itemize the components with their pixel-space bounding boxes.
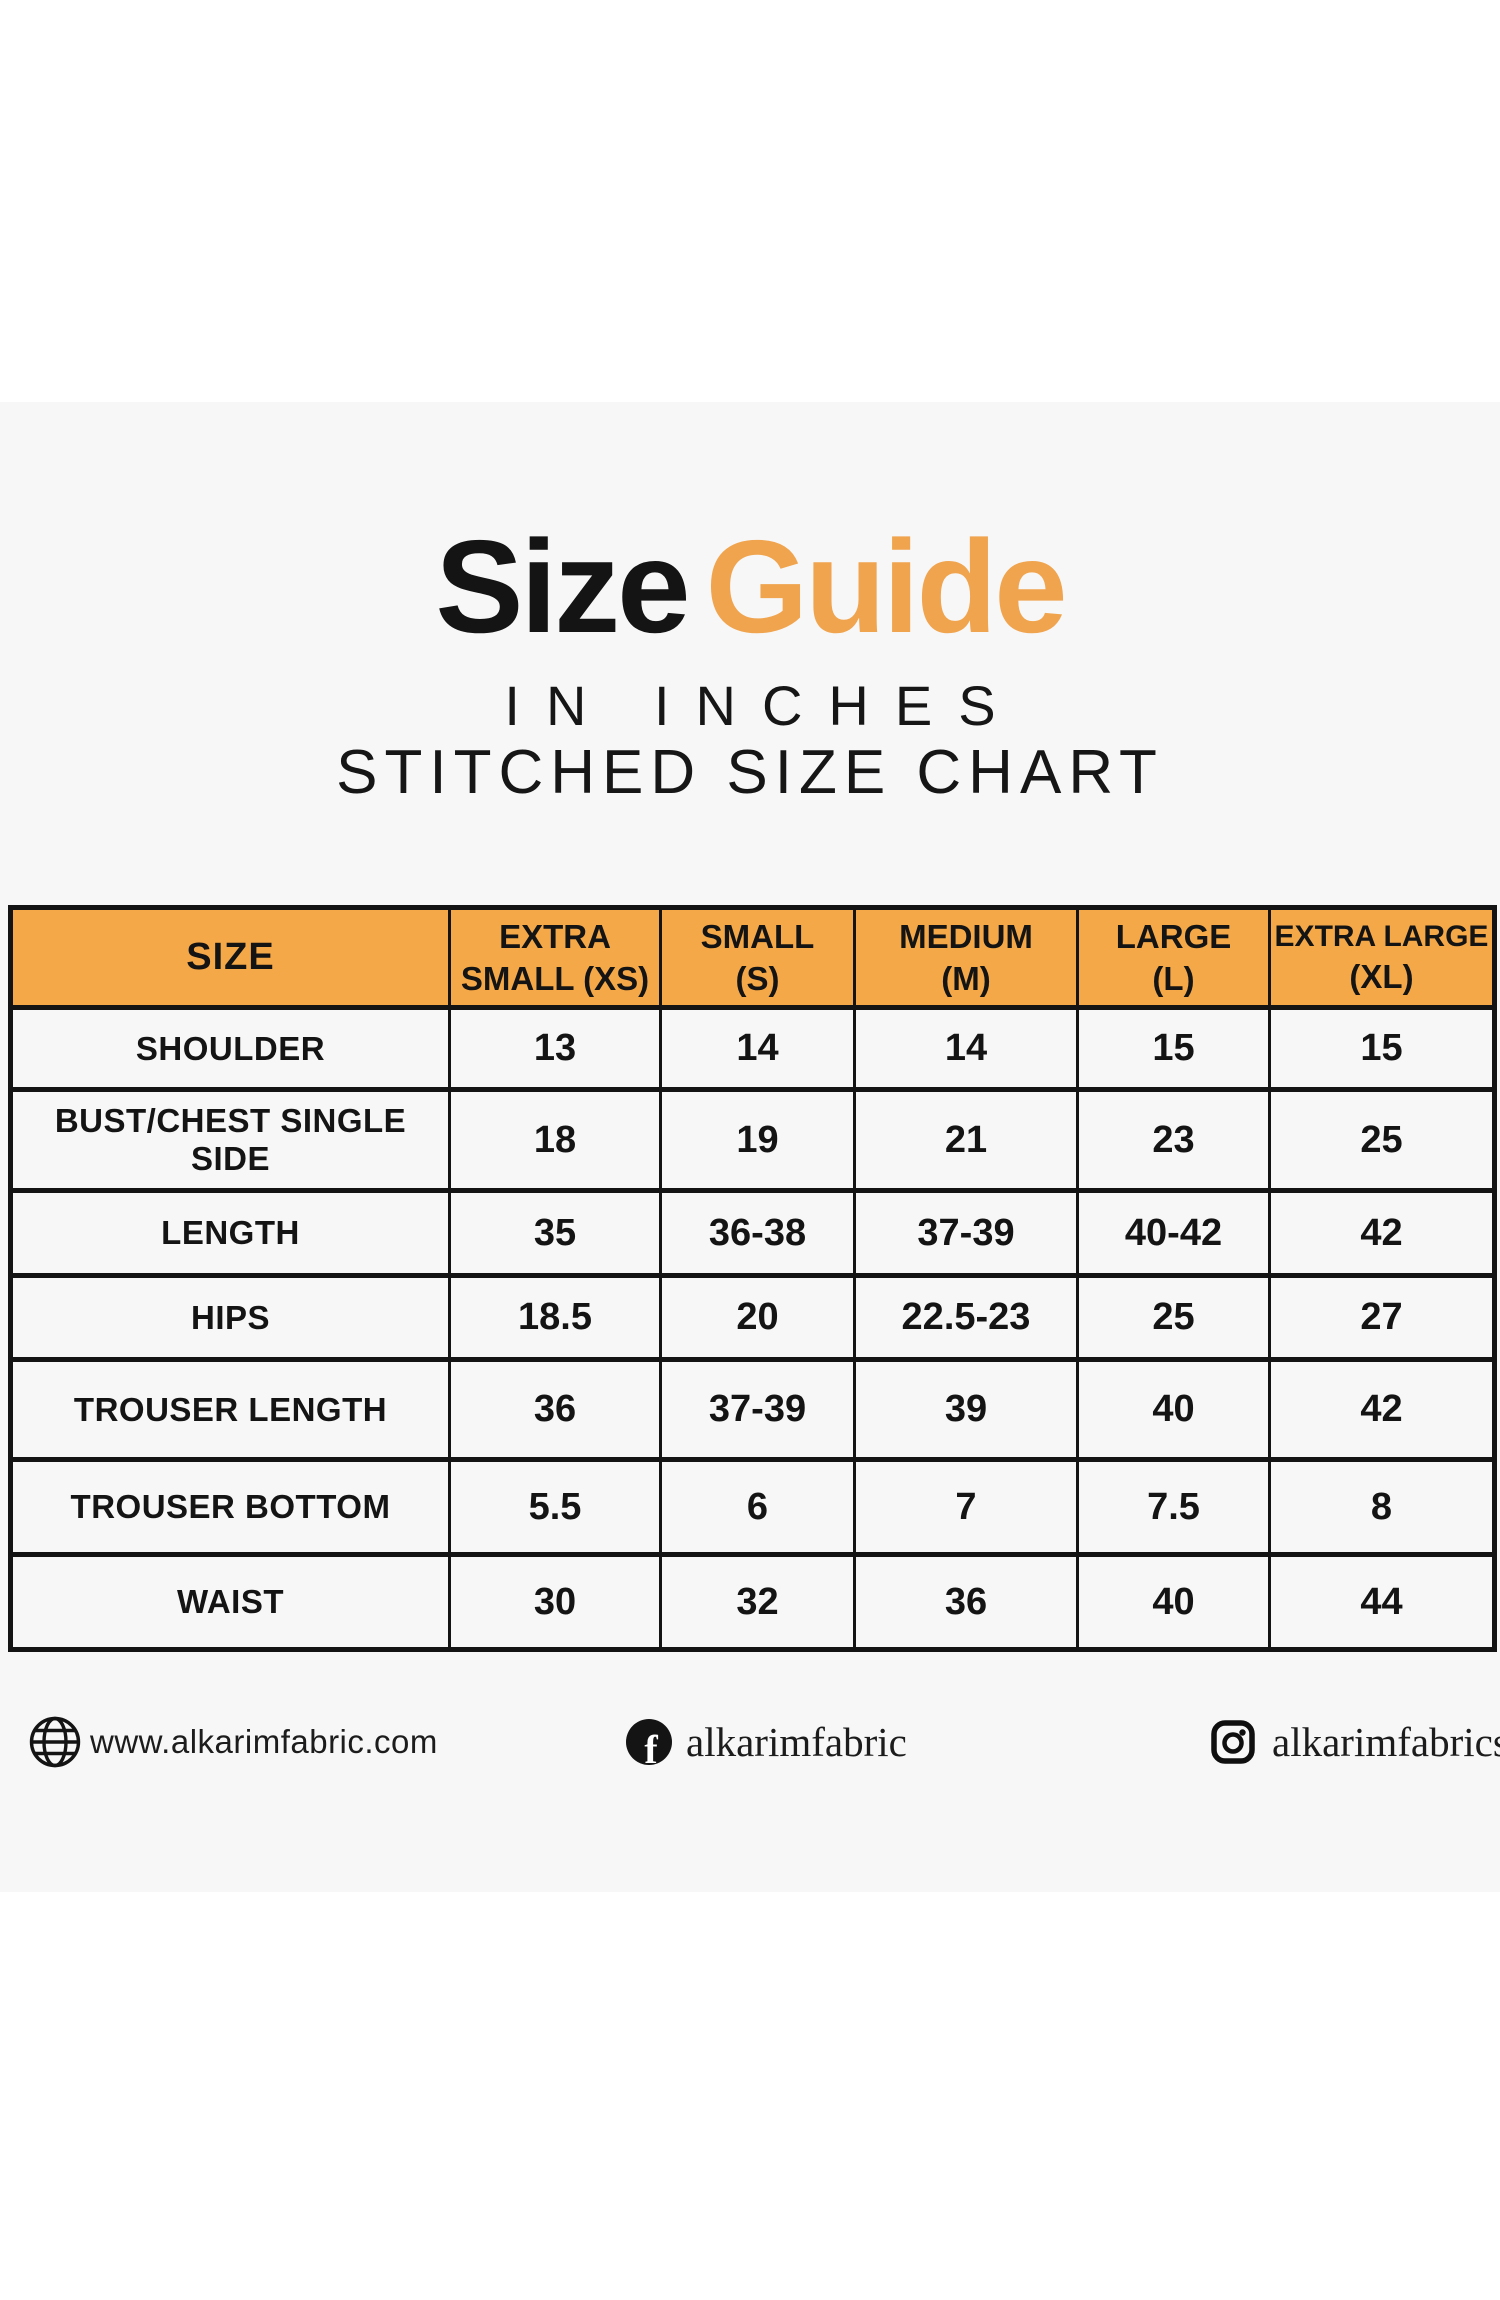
column-header-l: LARGE (L)	[1076, 906, 1271, 1010]
cell-shoulder-m: 14	[853, 1005, 1079, 1092]
cell-hips-l: 25	[1076, 1273, 1271, 1362]
cell-shoulder-xs: 13	[448, 1005, 662, 1092]
table-row-hips: HIPS 18.5 20 22.5-23 25 27	[9, 1273, 1496, 1362]
facebook-handle: alkarimfabric	[686, 1719, 907, 1765]
facebook-icon-letter: f	[644, 1727, 658, 1766]
cell-waist-xs: 30	[448, 1552, 662, 1652]
row-label-bust-chest: BUST/CHEST SINGLE SIDE	[9, 1087, 451, 1193]
subtitle-in-inches: IN INCHES	[504, 674, 1022, 737]
cell-hips-xs: 18.5	[448, 1273, 662, 1362]
footer-website: www.alkarimfabric.com	[28, 1702, 438, 1782]
cell-trouser-bottom-l: 7.5	[1076, 1457, 1271, 1557]
row-label-trouser-length: TROUSER LENGTH	[9, 1357, 451, 1462]
cell-trouser-bottom-m: 7	[853, 1457, 1079, 1557]
cell-waist-m: 36	[853, 1552, 1079, 1652]
cell-bust-chest-xl: 25	[1268, 1087, 1496, 1193]
cell-length-m: 37-39	[853, 1188, 1079, 1278]
footer: www.alkarimfabric.com f alkarimfabric al…	[0, 1702, 1500, 1782]
cell-bust-chest-m: 21	[853, 1087, 1079, 1193]
cell-trouser-length-xl: 42	[1268, 1357, 1496, 1462]
row-label-length: LENGTH	[9, 1188, 451, 1278]
table-row-length: LENGTH 35 36-38 37-39 40-42 42	[9, 1188, 1496, 1278]
cell-length-l: 40-42	[1076, 1188, 1271, 1278]
column-header-size: SIZE	[9, 906, 451, 1010]
cell-hips-xl: 27	[1268, 1273, 1496, 1362]
cell-hips-m: 22.5-23	[853, 1273, 1079, 1362]
row-label-shoulder: SHOULDER	[9, 1005, 451, 1092]
table-row-trouser-length: TROUSER LENGTH 36 37-39 39 40 42	[9, 1357, 1496, 1462]
size-chart-body: SHOULDER 13 14 14 15 15 BUST/CHEST SINGLE SIDE…	[9, 1005, 1496, 1652]
instagram-icon	[1211, 1720, 1255, 1764]
instagram-handle: alkarimfabrics	[1272, 1719, 1500, 1765]
cell-trouser-bottom-xs: 5.5	[448, 1457, 662, 1557]
footer-facebook: f alkarimfabric	[626, 1702, 907, 1782]
cell-waist-s: 32	[659, 1552, 856, 1652]
page-title-orange-part: Guide	[705, 513, 1068, 660]
content-band: Size Guide IN INCHES STITCHED SIZE CHART …	[0, 402, 1500, 1892]
row-label-hips: HIPS	[9, 1273, 451, 1362]
cell-bust-chest-l: 23	[1076, 1087, 1271, 1193]
page-title-black-part: Size	[435, 513, 690, 660]
cell-trouser-length-m: 39	[853, 1357, 1079, 1462]
cell-hips-s: 20	[659, 1273, 856, 1362]
column-header-xs: EXTRA SMALL (XS)	[448, 906, 662, 1010]
table-row-trouser-bottom: TROUSER BOTTOM 5.5 6 7 7.5 8	[9, 1457, 1496, 1557]
cell-length-s: 36-38	[659, 1188, 856, 1278]
cell-trouser-length-s: 37-39	[659, 1357, 856, 1462]
cell-bust-chest-xs: 18	[448, 1087, 662, 1193]
cell-shoulder-s: 14	[659, 1005, 856, 1092]
cell-shoulder-xl: 15	[1268, 1005, 1496, 1092]
cell-trouser-bottom-xl: 8	[1268, 1457, 1496, 1557]
table-row-shoulder: SHOULDER 13 14 14 15 15	[9, 1005, 1496, 1092]
size-chart-header: SIZE EXTRA SMALL (XS) SMALL (S) MEDIUM (M) LARG…	[9, 906, 1496, 1010]
column-header-m: MEDIUM (M)	[853, 906, 1079, 1010]
footer-instagram: alkarimfabrics	[1210, 1702, 1500, 1782]
cell-waist-xl: 44	[1268, 1552, 1496, 1652]
column-header-s: SMALL (S)	[659, 906, 856, 1010]
size-chart-header-row: SIZE EXTRA SMALL (XS) SMALL (S) MEDIUM (M) LARG…	[9, 906, 1496, 1010]
cell-trouser-length-xs: 36	[448, 1357, 662, 1462]
table-row-bust-chest: BUST/CHEST SINGLE SIDE 18 19 21 23 25	[9, 1087, 1496, 1193]
cell-shoulder-l: 15	[1076, 1005, 1271, 1092]
size-chart-table: SIZE EXTRA SMALL (XS) SMALL (S) MEDIUM (M) LARG…	[8, 905, 1497, 1652]
cell-bust-chest-s: 19	[659, 1087, 856, 1193]
column-header-xl: EXTRA LARGE (XL)	[1268, 906, 1496, 1010]
row-label-trouser-bottom: TROUSER BOTTOM	[9, 1457, 451, 1557]
cell-trouser-length-l: 40	[1076, 1357, 1271, 1462]
row-label-waist: WAIST	[9, 1552, 451, 1652]
cell-length-xs: 35	[448, 1188, 662, 1278]
globe-icon	[29, 1716, 81, 1768]
cell-waist-l: 40	[1076, 1552, 1271, 1652]
facebook-icon: f	[626, 1719, 672, 1765]
website-url: www.alkarimfabric.com	[90, 1723, 438, 1760]
page-title: Size Guide	[0, 514, 1500, 659]
table-row-waist: WAIST 30 32 36 40 44	[9, 1552, 1496, 1652]
subtitle-stitched-size-chart: STITCHED SIZE CHART	[336, 738, 1164, 807]
cell-length-xl: 42	[1268, 1188, 1496, 1278]
cell-trouser-bottom-s: 6	[659, 1457, 856, 1557]
